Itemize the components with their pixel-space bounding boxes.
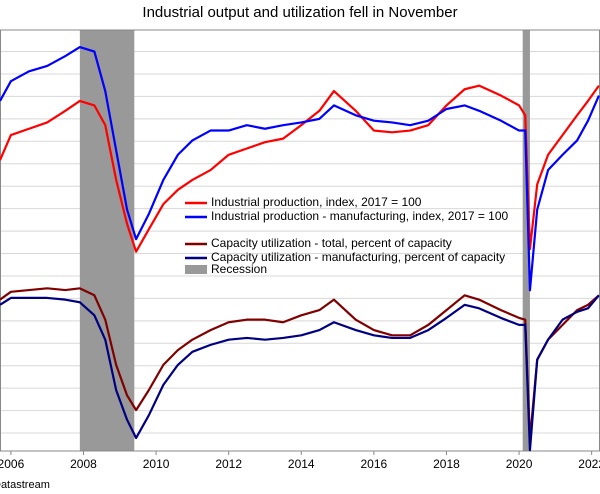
chart-title: Industrial output and utilization fell i… (142, 4, 457, 21)
x-tick-label: 2022 (578, 457, 600, 471)
x-tick-label: 2012 (215, 457, 242, 471)
legend-label: Industrial production, index, 2017 = 100 (211, 195, 422, 209)
series-line (0, 294, 600, 452)
legend-label: Capacity utilization - total, percent of… (211, 236, 452, 250)
recession-band (79, 30, 135, 451)
x-tick-label: 2006 (0, 457, 25, 471)
series-line (0, 45, 600, 292)
source: Datastream (0, 479, 50, 491)
legend-label: Industrial production - manufacturing, i… (211, 209, 509, 223)
legend-swatch (185, 265, 207, 274)
recession-band (522, 30, 530, 451)
x-tick-label: 2008 (70, 457, 97, 471)
x-tick-label: 2016 (361, 457, 388, 471)
legend-label: Capacity utilization - manufacturing, pe… (211, 250, 505, 264)
x-tick-label: 2010 (143, 457, 170, 471)
x-tick-label: 2020 (506, 457, 533, 471)
legend-label: Recession (211, 262, 267, 276)
x-tick-label: 2018 (433, 457, 460, 471)
x-tick-label: 2014 (288, 457, 315, 471)
